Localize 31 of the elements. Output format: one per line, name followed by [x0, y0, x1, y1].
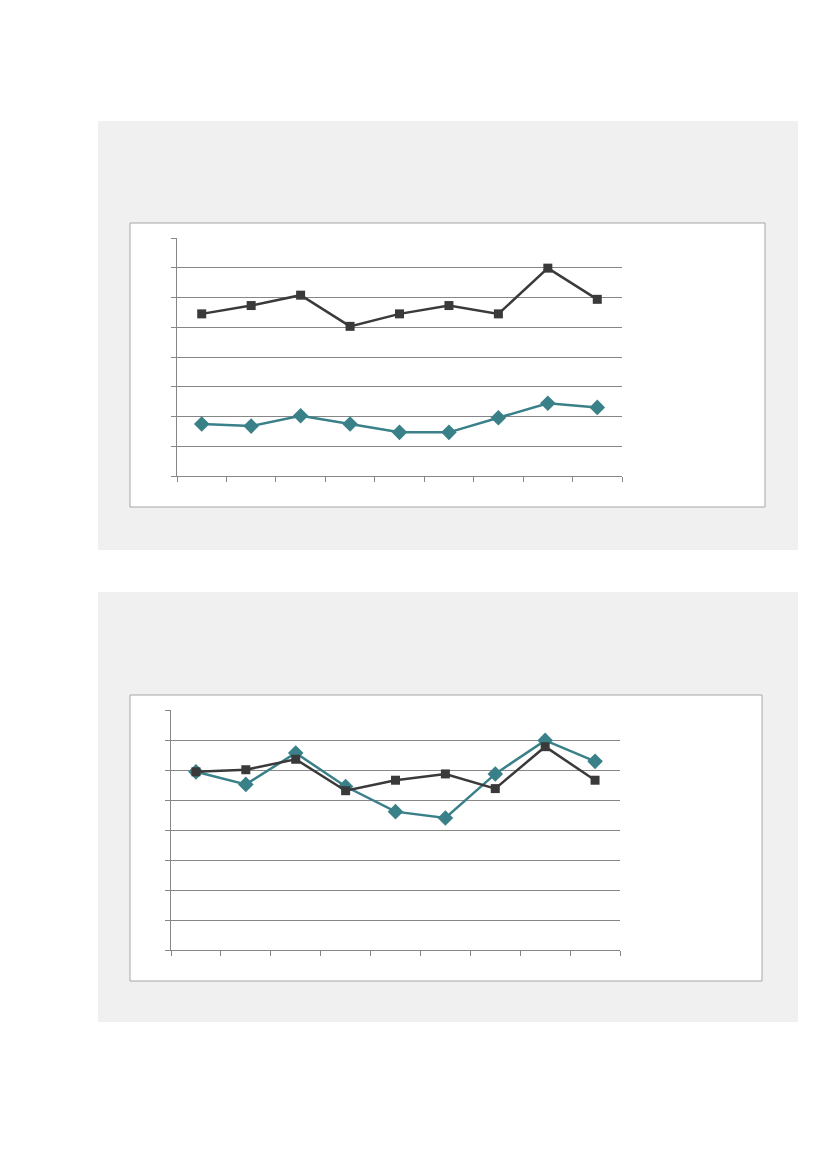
point: [291, 754, 301, 764]
point: [197, 309, 207, 319]
point: [345, 321, 355, 331]
point: [342, 416, 358, 432]
point: [592, 294, 602, 304]
point: [243, 418, 259, 434]
point: [395, 309, 404, 319]
point: [493, 309, 503, 319]
point: [238, 776, 254, 793]
point: [589, 399, 606, 416]
point: [490, 784, 500, 794]
point: [391, 775, 400, 785]
point: [391, 424, 408, 441]
point: [487, 766, 504, 782]
point: [540, 742, 550, 752]
point: [387, 803, 404, 820]
point: [246, 301, 256, 311]
point: [341, 786, 351, 796]
point: [437, 810, 454, 826]
point: [296, 290, 306, 300]
point: [441, 424, 457, 441]
point: [193, 416, 210, 432]
point: [241, 765, 251, 775]
point: [440, 769, 450, 779]
point: [587, 753, 603, 770]
point: [540, 395, 556, 412]
point: [490, 410, 507, 426]
point: [444, 301, 454, 311]
point: [543, 263, 553, 273]
point: [590, 775, 600, 785]
point: [292, 407, 309, 424]
